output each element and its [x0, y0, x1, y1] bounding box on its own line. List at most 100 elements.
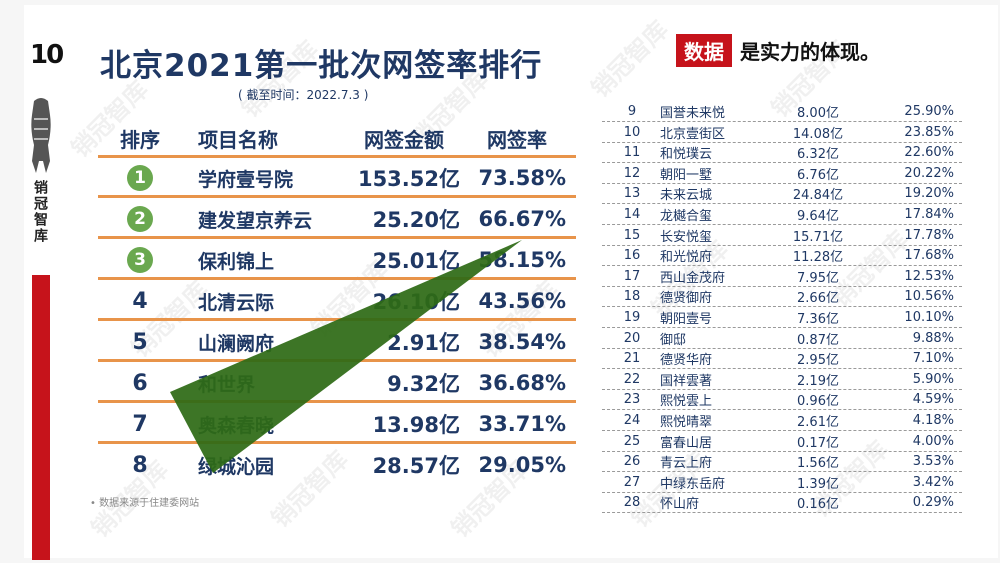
signed-amount: 0.87亿 [797, 332, 839, 348]
row-divider [602, 285, 962, 287]
signed-amount: 14.08亿 [792, 126, 844, 142]
row-divider [602, 182, 962, 184]
rank-number: 7 [132, 411, 148, 437]
project-name: 怀山府 [660, 497, 700, 513]
row-divider [98, 359, 576, 362]
signed-amount: 1.39亿 [797, 476, 839, 492]
rank-number: 16 [623, 248, 641, 264]
signed-amount: 2.91亿 [387, 331, 460, 355]
row-divider [98, 277, 576, 280]
rank-number: 17 [623, 268, 641, 284]
row-divider [98, 155, 576, 158]
project-name: 山澜阙府 [198, 332, 275, 355]
row-divider [98, 236, 576, 239]
project-name: 绿城沁园 [198, 455, 275, 478]
table-row: 13 未来云城 24.84亿 19.20% [602, 183, 962, 205]
row-divider [98, 318, 576, 321]
rank-number: 10 [623, 124, 641, 140]
rank-badge: 2 [127, 206, 153, 232]
rank-cell: 2 [110, 199, 170, 239]
row-divider [98, 400, 576, 403]
signing-rate: 0.29% [912, 495, 954, 511]
row-divider [602, 244, 962, 246]
rank-number: 8 [132, 452, 148, 478]
row-divider [602, 512, 962, 514]
rank-number: 19 [623, 310, 641, 325]
signed-amount: 7.95亿 [797, 270, 839, 286]
project-name: 奥森春晓 [198, 414, 275, 437]
table-row: 16 和光悦府 11.28亿 17.68% [602, 245, 962, 267]
header-amount: 网签金额 [364, 127, 444, 152]
rank-number: 15 [623, 227, 641, 243]
project-name: 和世界 [198, 373, 256, 396]
project-name: 德贤华府 [660, 353, 713, 369]
signing-rate: 9.88% [912, 330, 954, 346]
header-name: 项目名称 [198, 127, 278, 152]
signing-rate: 4.18% [912, 413, 954, 428]
signed-amount: 0.96亿 [797, 394, 839, 410]
table-row: 14 龙樾合玺 9.64亿 17.84% [602, 204, 962, 225]
table-row: 25 富春山居 0.17亿 4.00% [602, 431, 962, 452]
signed-amount: 26.10亿 [372, 290, 460, 314]
table-row: 24 熙悦晴翠 2.61亿 4.18% [602, 410, 962, 431]
rank-cell: 1 [110, 158, 170, 198]
rank-number: 4 [132, 288, 148, 314]
row-divider [602, 141, 962, 143]
signing-rate: 3.53% [912, 454, 954, 470]
signing-rate: 33.71% [478, 412, 566, 436]
signed-amount: 25.20亿 [372, 208, 460, 232]
table-row: 4 北清云际 26.10亿 43.56% [98, 281, 576, 321]
signed-amount: 8.00亿 [797, 106, 839, 121]
row-divider [602, 327, 962, 328]
signed-amount: 7.36亿 [797, 312, 839, 327]
row-divider [602, 450, 962, 452]
table-row: 21 德贤华府 2.95亿 7.10% [602, 348, 962, 370]
signed-amount: 153.52亿 [357, 167, 460, 191]
signing-rate: 73.58% [478, 166, 566, 190]
signed-amount: 13.98亿 [372, 413, 460, 437]
rank-number: 6 [132, 370, 148, 396]
signing-rate: 43.56% [478, 289, 566, 313]
source-note: • 数据来源于住建委网站 [90, 498, 200, 509]
project-name: 未来云城 [660, 188, 713, 204]
signing-rate: 4.59% [912, 392, 954, 408]
table-row: 9 国誉未来悦 8.00亿 25.90% [602, 101, 962, 122]
signing-rate: 17.78% [904, 227, 954, 243]
signed-amount: 6.76亿 [797, 167, 839, 183]
project-name: 北京壹街区 [660, 126, 726, 142]
signing-rate: 19.20% [904, 186, 954, 202]
signing-rate: 25.90% [904, 104, 954, 119]
signing-rate: 29.05% [478, 453, 566, 477]
rank-cell: 4 [110, 281, 170, 321]
rank-number: 9 [627, 104, 637, 119]
signed-amount: 2.66亿 [797, 291, 839, 307]
header-rank: 排序 [120, 127, 160, 152]
brand-red-bar [32, 275, 50, 560]
project-name: 国祥雲著 [660, 373, 713, 389]
rank-cell: 6 [110, 363, 170, 403]
table-row: 27 中绿东岳府 1.39亿 3.42% [602, 472, 962, 493]
row-divider [602, 430, 962, 431]
page-title: 北京2021第一批次网签率排行 [100, 48, 543, 84]
row-divider [602, 409, 962, 411]
table-row: 3 保利锦上 25.01亿 58.15% [98, 240, 576, 280]
page-number: 10 [30, 40, 64, 70]
table-row: 5 山澜阙府 2.91亿 38.54% [98, 322, 576, 362]
table-row: 2 建发望京养云 25.20亿 66.67% [98, 199, 576, 239]
brand-mascot-icon [31, 98, 51, 173]
table-row: 18 德贤御府 2.66亿 10.56% [602, 286, 962, 308]
project-name: 朝阳壹号 [660, 312, 713, 327]
row-divider [98, 441, 576, 444]
slogan-text: 是实力的体现。 [740, 39, 880, 64]
table-row: 17 西山金茂府 7.95亿 12.53% [602, 266, 962, 287]
table-row: 20 御邸 0.87亿 9.88% [602, 328, 962, 349]
project-name: 保利锦上 [198, 250, 275, 273]
rank-number: 28 [623, 495, 641, 511]
table-row: 10 北京壹街区 14.08亿 23.85% [602, 122, 962, 143]
table-row: 26 青云上府 1.56亿 3.53% [602, 451, 962, 473]
table-row: 6 和世界 9.32亿 36.68% [98, 363, 576, 403]
rank-cell: 8 [110, 445, 170, 485]
slogan: 数据 是实力的体现。 [676, 33, 880, 67]
rank-number: 23 [623, 392, 641, 408]
signing-rate: 17.84% [904, 207, 954, 222]
